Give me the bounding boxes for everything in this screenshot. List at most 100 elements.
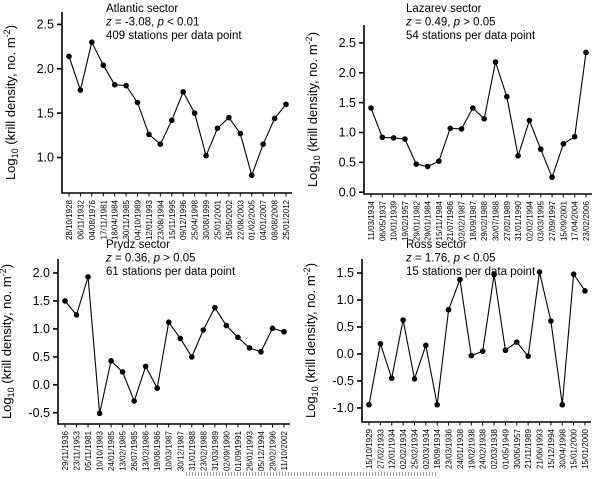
data-point xyxy=(548,318,554,324)
data-line-ross xyxy=(368,271,586,405)
x-tick-label: 23/08/1994 xyxy=(156,199,165,240)
x-tick-label: 29/01/1984 xyxy=(424,200,433,241)
y-axis-label: Log10 (krill density, no. m-2) xyxy=(304,32,322,187)
x-tick-label: 04/01/2007 xyxy=(259,199,268,240)
x-tick-label: 25/01/2012 xyxy=(282,199,291,240)
data-line-prydz xyxy=(64,276,285,414)
data-point xyxy=(246,345,253,351)
y-tick-label: 0.0 xyxy=(339,185,356,199)
x-tick-label: 04/10/1989 xyxy=(134,199,143,240)
x-tick-label: 09/12/1996 xyxy=(179,199,188,240)
data-point xyxy=(212,304,218,311)
data-point xyxy=(503,93,510,100)
y-tick-label: -0.5 xyxy=(28,406,50,420)
x-tick-label: 23/02/2006 xyxy=(582,200,591,241)
x-tick-label: 23/11/1953 xyxy=(73,430,82,470)
x-tick-label: 02/02/1994 xyxy=(525,200,534,241)
data-point xyxy=(258,349,264,355)
panel-stats-lazarev: z = 0.49, p > 0.05 xyxy=(405,17,496,29)
data-point xyxy=(123,82,129,89)
data-point xyxy=(85,274,91,280)
data-point xyxy=(560,141,567,147)
data-point xyxy=(66,53,72,60)
x-tick-label: 19/08/1986 xyxy=(153,430,162,471)
data-point xyxy=(502,347,509,354)
data-point xyxy=(513,339,520,345)
x-tick-label: 08/08/2008 xyxy=(271,199,280,240)
data-point xyxy=(458,126,465,132)
x-tick-label: 15/11/1984 xyxy=(435,200,444,240)
data-point xyxy=(131,398,137,404)
x-tick-label: 10/03/1987 xyxy=(165,430,174,471)
data-point xyxy=(434,401,441,408)
data-point xyxy=(390,135,397,141)
data-point xyxy=(470,105,476,111)
x-tick-label: 06/11/1932 xyxy=(76,199,85,239)
panel-stats-prydz: z = 0.36, p > 0.05 xyxy=(105,253,196,265)
x-tick-label: 23/03/1936 xyxy=(445,428,454,469)
data-point xyxy=(571,133,578,140)
data-point xyxy=(549,174,555,181)
x-tick-label: 18/09/1934 xyxy=(433,428,442,469)
data-point xyxy=(445,306,452,313)
y-tick-label: 1.0 xyxy=(37,151,54,165)
y-tick-label: -0.5 xyxy=(332,374,354,388)
x-tick-label: 04/08/1976 xyxy=(88,199,97,240)
x-tick-label: 02/03/1938 xyxy=(490,428,499,469)
x-tick-label: 24/02/1938 xyxy=(479,428,488,469)
x-tick-label: 21/06/1993 xyxy=(536,428,545,469)
x-tick-label: 15/09/2001 xyxy=(559,200,568,241)
data-point xyxy=(62,298,68,304)
x-tick-label: 23/02/1988 xyxy=(199,430,208,471)
x-tick-label: 19/02/1938 xyxy=(467,428,476,469)
panel-stations-prydz: 61 stations per data point xyxy=(106,266,236,278)
data-point xyxy=(536,269,543,275)
y-tick-label: 0.0 xyxy=(33,378,50,392)
y-tick-label: 2.0 xyxy=(339,66,356,80)
panel-title-prydz: Prydz sector xyxy=(106,239,170,251)
x-tick-label: 30/08/1999 xyxy=(202,199,211,240)
x-tick-label: 25/04/1998 xyxy=(191,199,200,240)
data-point xyxy=(73,312,80,318)
x-tick-label: 02/02/1934 xyxy=(399,428,408,469)
data-point xyxy=(491,271,497,278)
data-point xyxy=(177,335,184,342)
x-tick-label: 16/05/2002 xyxy=(225,199,234,240)
data-point xyxy=(119,369,126,375)
x-tick-label: 02/09/1990 xyxy=(222,430,231,471)
data-point xyxy=(479,348,486,355)
panel-title-ross: Ross sector xyxy=(406,239,467,251)
data-point xyxy=(379,134,386,141)
y-tick-label: 1.5 xyxy=(337,266,354,280)
y-tick-label: 0.0 xyxy=(337,347,354,361)
x-tick-label: 06/05/1937 xyxy=(378,200,387,241)
x-tick-label: 30/04/1998 xyxy=(558,428,567,469)
x-tick-label: 05/11/1981 xyxy=(84,430,93,470)
x-tick-label: 15/01/2000 xyxy=(581,428,590,469)
data-point xyxy=(481,115,487,122)
data-point xyxy=(570,271,577,277)
data-point xyxy=(515,152,521,159)
x-tick-label: 01/05/1949 xyxy=(501,428,510,469)
data-point xyxy=(537,146,544,153)
x-tick-label: 01/09/1991 xyxy=(234,430,243,471)
x-tick-label: 29/11/1936 xyxy=(61,430,70,470)
data-point xyxy=(271,115,278,122)
x-tick-label: 13/02/1985 xyxy=(119,430,128,471)
x-tick-label: 29/01/1982 xyxy=(412,200,421,241)
data-point xyxy=(188,354,195,360)
x-tick-label: 17/11/1981 xyxy=(99,199,108,239)
data-point xyxy=(402,136,408,142)
y-tick-label: 0.5 xyxy=(339,156,356,170)
data-point xyxy=(77,87,84,93)
x-tick-label: 25/01/2001 xyxy=(213,199,222,240)
x-tick-label: 15/10/1929 xyxy=(365,428,374,469)
data-point xyxy=(248,172,255,179)
x-tick-label: 18/09/1987 xyxy=(469,200,478,241)
data-point xyxy=(191,110,198,116)
y-axis-label: Log10 (krill density, no. m-2) xyxy=(0,264,16,419)
x-tick-label: 15/12/1994 xyxy=(547,428,556,469)
data-point xyxy=(203,152,209,159)
